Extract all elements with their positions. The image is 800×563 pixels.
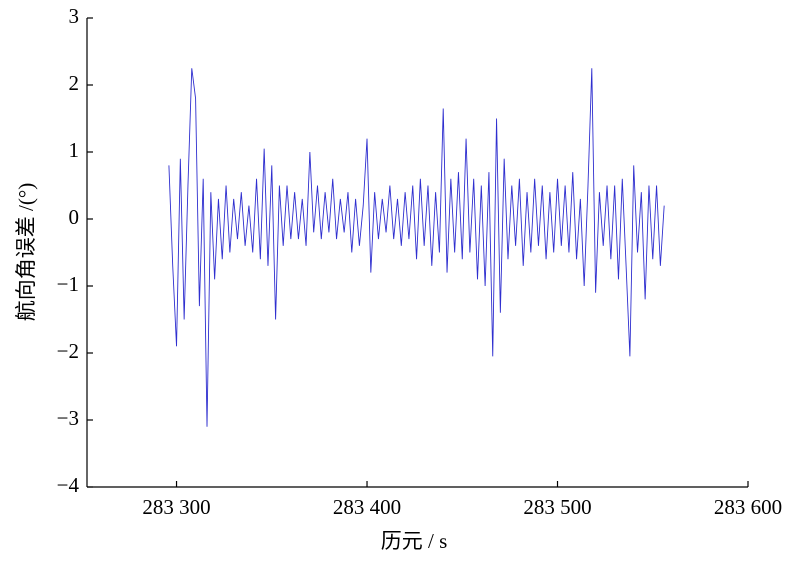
x-tick-label: 283 400 bbox=[333, 495, 401, 519]
data-line bbox=[168, 68, 665, 427]
x-tick-label: 283 300 bbox=[142, 495, 210, 519]
y-tick-label: 2 bbox=[69, 71, 80, 95]
y-tick-label: −3 bbox=[57, 406, 79, 430]
x-tick-label: 283 600 bbox=[714, 495, 782, 519]
y-tick-label: 3 bbox=[69, 4, 80, 28]
y-tick-label: 1 bbox=[69, 138, 80, 162]
y-tick-label: −1 bbox=[57, 272, 79, 296]
y-tick-label: 0 bbox=[69, 205, 80, 229]
y-axis-label: 航向角误差 /(°) bbox=[14, 183, 38, 321]
x-axis-label: 历元 / s bbox=[381, 529, 448, 553]
y-tick-label: −2 bbox=[57, 339, 79, 363]
y-tick-label: −4 bbox=[57, 473, 80, 497]
x-tick-label: 283 500 bbox=[523, 495, 591, 519]
